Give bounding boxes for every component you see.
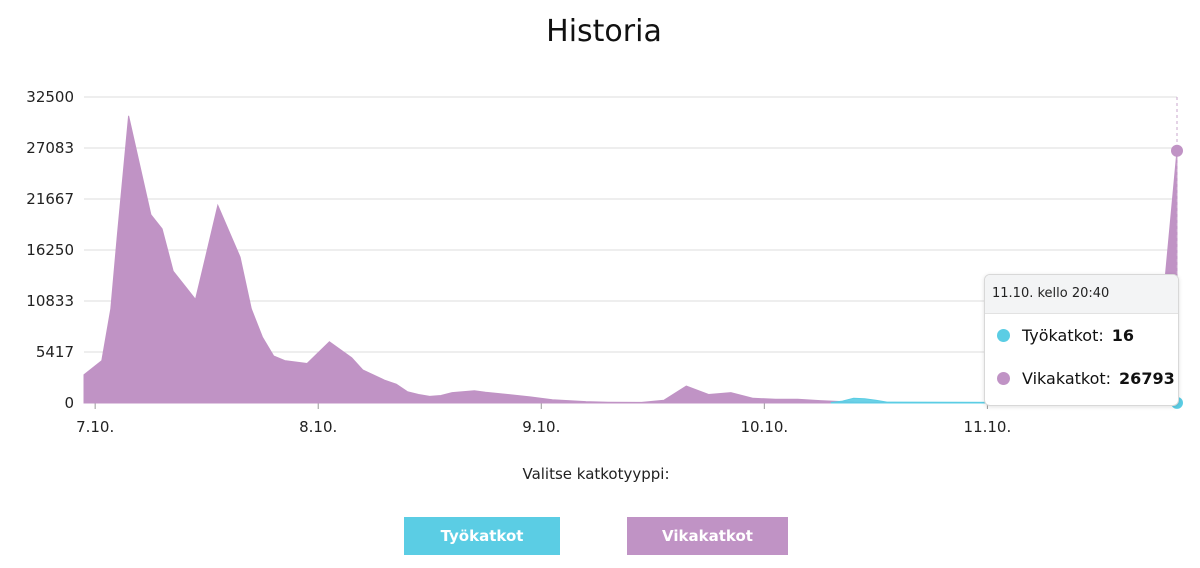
- tyokatkot-legend-dot: [997, 329, 1010, 342]
- tooltip-label: Työkatkot:: [1022, 326, 1104, 345]
- y-tick-label: 32500: [26, 88, 74, 106]
- tyokatkot-button[interactable]: Työkatkot: [404, 517, 560, 555]
- x-tick-label: 7.10.: [76, 418, 114, 436]
- chart-tooltip: 11.10. kello 20:40 Työkatkot: 16 Vikakat…: [984, 274, 1179, 406]
- hover-marker-vikakatkot: [1171, 144, 1183, 157]
- y-tick-label: 27083: [26, 139, 74, 157]
- tooltip-row-vikakatkot: Vikakatkot: 26793: [985, 357, 1178, 400]
- vikakatkot-legend-dot: [997, 372, 1010, 385]
- x-tick-label: 10.10.: [740, 418, 788, 436]
- x-tick-label: 9.10.: [522, 418, 560, 436]
- tooltip-value: 16: [1111, 326, 1135, 345]
- tooltip-time: 11.10. kello 20:40: [985, 275, 1178, 314]
- vikakatkot-button[interactable]: Vikakatkot: [627, 517, 788, 555]
- type-picker-label: Valitse katkotyyppi:: [522, 465, 670, 483]
- y-tick-label: 16250: [26, 241, 74, 259]
- y-tick-label: 5417: [36, 343, 74, 361]
- x-tick-label: 11.10.: [964, 418, 1012, 436]
- x-tick-label: 8.10.: [299, 418, 337, 436]
- y-tick-label: 10833: [26, 292, 74, 310]
- tooltip-row-tyokatkot: Työkatkot: 16: [985, 314, 1178, 357]
- y-tick-label: 21667: [26, 190, 74, 208]
- history-chart[interactable]: 32500 27083 21667 16250 10833 5417 07.10. 8.10.…: [0, 0, 1200, 450]
- chart-title: Historia: [546, 14, 662, 49]
- y-tick-label: 0: [64, 394, 74, 412]
- tooltip-label: Vikakatkot:: [1022, 369, 1112, 388]
- tooltip-value: 26793: [1119, 369, 1175, 388]
